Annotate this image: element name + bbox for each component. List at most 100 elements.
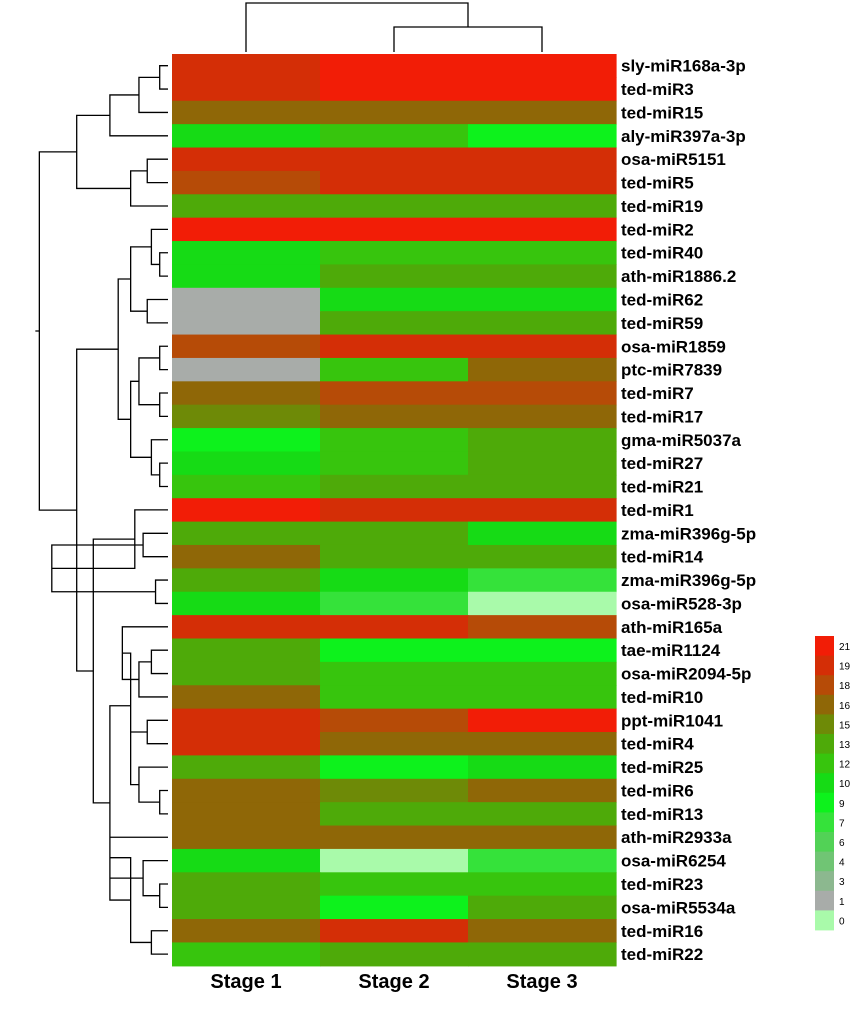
heatmap-cell xyxy=(172,404,321,429)
heatmap-cell xyxy=(320,802,469,827)
heatmap-cell xyxy=(320,568,469,593)
heatmap-cell xyxy=(468,124,617,149)
row-dendrogram-branches xyxy=(35,65,168,955)
row-label: ted-miR13 xyxy=(621,805,703,824)
legend-swatch xyxy=(815,655,834,676)
heatmap-cell xyxy=(468,100,617,125)
row-label: ted-miR25 xyxy=(621,758,703,777)
heatmap-cell xyxy=(172,848,321,873)
heatmap-cell xyxy=(172,708,321,733)
heatmap-cell xyxy=(468,287,617,312)
heatmap-cell xyxy=(172,334,321,359)
row-label: ath-miR1886.2 xyxy=(621,267,736,286)
heatmap-cell xyxy=(468,802,617,827)
heatmap-cell xyxy=(320,638,469,663)
heatmap-cell xyxy=(320,755,469,780)
heatmap-cell xyxy=(172,778,321,803)
heatmap-cell xyxy=(320,264,469,289)
legend-tick-label: 12 xyxy=(839,760,851,771)
heatmap-cell xyxy=(172,474,321,499)
legend-swatch xyxy=(815,636,834,656)
legend-tick-label: 18 xyxy=(839,681,851,692)
heatmap-cell xyxy=(320,591,469,616)
heatmap-cell xyxy=(468,661,617,686)
heatmap-cell xyxy=(320,217,469,242)
heatmap-cell xyxy=(172,568,321,593)
heatmap-cell xyxy=(468,755,617,780)
heatmap-cell xyxy=(468,615,617,640)
heatmap-cell xyxy=(172,615,321,640)
legend-tick-label: 10 xyxy=(839,779,851,790)
heatmap-cell xyxy=(468,311,617,336)
heatmap-cell xyxy=(468,264,617,289)
legend-swatch xyxy=(815,694,834,715)
row-label: osa-miR5534a xyxy=(621,898,736,917)
heatmap-cell xyxy=(468,942,617,967)
row-label: ted-miR10 xyxy=(621,688,703,707)
row-label: ted-miR16 xyxy=(621,922,703,941)
heatmap-cell xyxy=(320,895,469,920)
heatmap-cell xyxy=(172,661,321,686)
heatmap-cell xyxy=(468,217,617,242)
heatmap-cell xyxy=(172,872,321,897)
heatmap-cell xyxy=(172,942,321,967)
heatmap-cell xyxy=(468,404,617,429)
legend-swatch xyxy=(815,773,834,794)
legend-tick-label: 21 xyxy=(839,642,851,653)
row-label: ted-miR22 xyxy=(621,945,703,964)
heatmap-cell xyxy=(172,638,321,663)
column-label: Stage 2 xyxy=(358,971,429,993)
heatmap-cell xyxy=(320,872,469,897)
heatmap-cell xyxy=(468,568,617,593)
row-label: gma-miR5037a xyxy=(621,431,742,450)
heatmap-cells xyxy=(172,54,617,967)
row-label: ath-miR2933a xyxy=(621,828,732,847)
row-label: ted-miR7 xyxy=(621,384,694,403)
row-label: ted-miR15 xyxy=(621,103,703,122)
heatmap-cell xyxy=(320,381,469,406)
column-dendrogram-branches xyxy=(245,2,543,52)
row-label: ted-miR21 xyxy=(621,478,703,497)
heatmap-cell xyxy=(320,848,469,873)
heatmap-cell xyxy=(172,264,321,289)
heatmap-cell xyxy=(320,521,469,546)
row-label: osa-miR2094-5p xyxy=(621,665,751,684)
heatmap-cell xyxy=(172,521,321,546)
legend-swatch xyxy=(815,792,834,813)
heatmap-cell xyxy=(172,194,321,219)
heatmap-cell xyxy=(468,334,617,359)
heatmap-cell xyxy=(468,194,617,219)
heatmap-cell xyxy=(172,498,321,523)
row-label: ted-miR5 xyxy=(621,174,694,193)
heatmap-cell xyxy=(320,77,469,102)
heatmap-cell xyxy=(320,615,469,640)
heatmap-cell xyxy=(468,872,617,897)
heatmap-cell xyxy=(320,474,469,499)
heatmap-cell xyxy=(468,241,617,266)
heatmap-cell xyxy=(468,451,617,476)
row-label: sly-miR168a-3p xyxy=(621,57,746,76)
heatmap-cell xyxy=(320,241,469,266)
column-label: Stage 3 xyxy=(506,971,577,993)
heatmap-cell xyxy=(172,217,321,242)
legend-swatch xyxy=(815,812,834,833)
row-label: ted-miR4 xyxy=(621,735,694,754)
heatmap-cell xyxy=(320,825,469,850)
heatmap-cell xyxy=(468,381,617,406)
heatmap-cell xyxy=(172,54,321,78)
heatmap-cell xyxy=(172,124,321,149)
legend-swatch xyxy=(815,890,834,911)
heatmap-cell xyxy=(468,544,617,569)
heatmap-cell xyxy=(468,521,617,546)
heatmap-cell xyxy=(468,895,617,920)
heatmap-cell xyxy=(172,451,321,476)
heatmap-cell xyxy=(468,170,617,195)
heatmap-cell xyxy=(320,287,469,312)
row-label: ted-miR27 xyxy=(621,454,703,473)
heatmap-cell xyxy=(468,54,617,78)
row-label: ted-miR23 xyxy=(621,875,703,894)
heatmap-cell xyxy=(172,919,321,944)
heatmap-cell xyxy=(172,381,321,406)
row-label: ted-miR19 xyxy=(621,197,703,216)
